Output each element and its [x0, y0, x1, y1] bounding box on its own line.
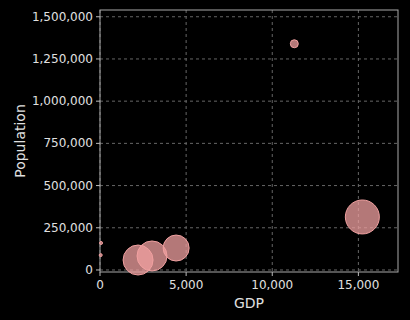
x-axis-label: GDP	[234, 295, 264, 311]
plot-frame	[100, 10, 398, 272]
x-grid	[186, 10, 187, 272]
y-tick	[96, 16, 100, 17]
x-tick	[100, 272, 101, 276]
y-tick-label: 1,000,000	[32, 94, 93, 108]
y-tick	[96, 101, 100, 102]
chart: 0 5,000 10,000 15,000 0 250,000 500,000 750,000…	[0, 0, 410, 320]
y-tick	[96, 58, 100, 59]
bubble	[345, 200, 379, 234]
bubble	[123, 245, 153, 275]
y-grid	[100, 16, 398, 17]
y-tick-label: 250,000	[43, 221, 93, 235]
y-tick	[96, 227, 100, 228]
y-tick	[96, 185, 100, 186]
x-tick	[186, 272, 187, 276]
y-tick-label: 750,000	[43, 136, 93, 150]
y-tick-label: 1,250,000	[32, 52, 93, 66]
x-tick-label: 10,000	[251, 278, 293, 292]
y-tick	[96, 269, 100, 270]
x-tick	[272, 272, 273, 276]
bubble	[99, 254, 102, 257]
bubble	[290, 40, 298, 48]
x-tick-label: 0	[96, 278, 104, 292]
x-tick	[358, 272, 359, 276]
x-tick-label: 15,000	[337, 278, 379, 292]
y-tick-label: 1,500,000	[32, 10, 93, 24]
y-grid	[100, 143, 398, 144]
y-grid	[100, 101, 398, 102]
y-grid	[100, 185, 398, 186]
y-tick-label: 500,000	[43, 179, 93, 193]
x-grid	[272, 10, 273, 272]
x-tick-label: 5,000	[169, 278, 203, 292]
y-grid	[100, 58, 398, 59]
bubble	[100, 241, 103, 244]
y-tick-label: 0	[85, 263, 93, 277]
y-axis-label: Population	[12, 104, 28, 178]
y-tick	[96, 143, 100, 144]
